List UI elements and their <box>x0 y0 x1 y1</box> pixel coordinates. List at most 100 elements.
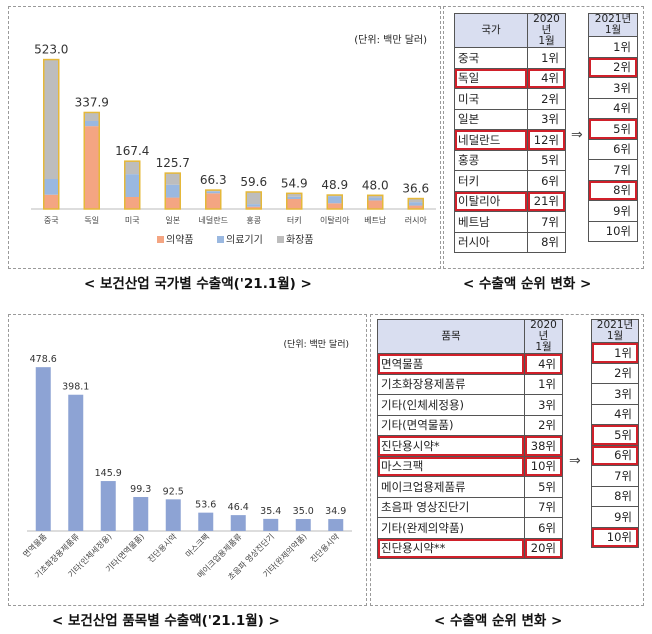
bar-value-label: 35.0 <box>293 506 314 517</box>
x-tick-label: 중국 <box>44 216 59 225</box>
row-name: 일본 <box>454 108 528 130</box>
row-name: 메이크업용제품류 <box>377 476 525 498</box>
bar <box>198 512 214 531</box>
rank-2020: 5위 <box>524 476 563 498</box>
table-row: 기초화장용제품류 1위 <box>377 373 563 395</box>
bar-outline <box>367 194 384 210</box>
bar-segment <box>286 196 302 199</box>
x-tick-label: 네덜란드 <box>199 215 228 225</box>
bar-segment <box>165 184 181 198</box>
legend: 의약품 의료기기 화장품 <box>157 234 314 246</box>
table-row: 10위 <box>591 526 639 548</box>
country-ranking-caption: < 수출액 순위 변화 > <box>463 276 592 292</box>
table-row: 러시아 8위 <box>454 231 566 253</box>
bar-segment <box>124 197 140 209</box>
rank-2020: 10위 <box>524 455 563 477</box>
bar <box>165 499 181 531</box>
bar-value-label: 46.4 <box>228 502 249 513</box>
item-chart-caption: < 보건산업 품목별 수출액('21.1월) > <box>52 613 280 629</box>
bar-segment <box>286 193 302 197</box>
rank-2020: 2위 <box>524 414 563 436</box>
x-tick-label: 홍콩 <box>246 215 261 225</box>
x-tick-label: 독일 <box>84 216 99 225</box>
rank-2020: 21위 <box>527 190 566 212</box>
rank-2020: 4위 <box>527 67 566 89</box>
bar-value-label: 167.4 <box>115 144 149 158</box>
rank-2020: 8위 <box>527 231 566 253</box>
table-row: 터키 6위 <box>454 170 566 192</box>
table-row: 네덜란드 12위 <box>454 129 566 151</box>
bar-segment <box>327 203 343 209</box>
table-row: 독일 4위 <box>454 67 566 89</box>
bar <box>263 518 279 531</box>
legend-label: 화장품 <box>286 234 314 246</box>
bar-segment <box>205 191 221 194</box>
rank-2020: 7위 <box>524 496 563 518</box>
bar-segment <box>327 196 343 204</box>
bar-segment <box>165 173 181 185</box>
row-name: 기타(인체세정용) <box>377 394 525 416</box>
table-row: 8위 <box>588 179 638 201</box>
bar-segment <box>367 200 383 209</box>
bar-value-label: 66.3 <box>200 173 227 187</box>
rank-2021: 3위 <box>588 77 638 99</box>
table-row: 진단용시약** 20위 <box>377 537 563 559</box>
row-name: 마스크팩 <box>377 455 525 477</box>
rank-2021: 9위 <box>591 506 639 528</box>
bar-segment <box>367 197 383 201</box>
bar-segment <box>84 112 100 121</box>
x-tick-label: 미국 <box>125 216 140 225</box>
col-header-2020: 2020년 1월 <box>524 319 563 354</box>
rank-2020: 6위 <box>524 517 563 539</box>
bar-segment <box>43 179 59 195</box>
rank-2021: 3위 <box>591 383 639 405</box>
table-row: 4위 <box>591 403 639 425</box>
table-row: 9위 <box>588 200 638 222</box>
bar-segment <box>367 195 383 198</box>
bar-value-label: 35.4 <box>260 506 281 517</box>
table-row: 4위 <box>588 97 638 119</box>
bar-value-label: 523.0 <box>34 43 68 57</box>
table-row: 초음파 영상진단기 7위 <box>377 496 563 518</box>
rank-2020: 1위 <box>527 47 566 69</box>
bar-outline <box>164 172 181 210</box>
row-name: 홍콩 <box>454 149 528 171</box>
bar-segment <box>43 59 59 180</box>
rank-2021: 1위 <box>588 36 638 58</box>
item-ranking-panel: 품목 2020년 1월 면역물품 4위 기초화장용제품류 1위 기타(인체세정용) 3위 기… <box>370 314 644 606</box>
bar-segment <box>124 161 140 175</box>
row-name: 기타(면역물품) <box>377 414 525 436</box>
rank-2021: 10위 <box>591 526 639 548</box>
row-name: 터키 <box>454 170 528 192</box>
rank-2021: 8위 <box>591 485 639 507</box>
row-name: 기타(완제의약품) <box>377 517 525 539</box>
unit-label: (단위: 백만 달러) <box>354 33 427 46</box>
table-row: 1위 <box>591 342 639 364</box>
country-chart-panel: (단위: 백만 달러) 523.0 중국 337.9 독일 167.4 미국 125.7 일본 6… <box>8 6 441 269</box>
x-tick-label: 베트남 <box>364 216 387 225</box>
row-name: 초음파 영상진단기 <box>377 496 525 518</box>
table-row: 홍콩 5위 <box>454 149 566 171</box>
bar <box>35 367 51 531</box>
table-row: 중국 1위 <box>454 47 566 69</box>
table-row: 8위 <box>591 485 639 507</box>
country-ranking-panel: 국가 2020년 1월 중국 1위 독일 4위 미국 2위 일본 3위 네덜란드 12위 홍콩 5위 터… <box>443 6 644 269</box>
row-name: 면역물품 <box>377 353 525 375</box>
rank-2020: 7위 <box>527 211 566 233</box>
x-tick-label: 일본 <box>165 216 180 225</box>
bar-segment <box>286 199 302 209</box>
bar-value-label: 34.9 <box>325 506 346 517</box>
table-row: 3위 <box>591 383 639 405</box>
rank-2021: 5위 <box>588 118 638 140</box>
item-ranking-caption: < 수출액 순위 변화 > <box>434 613 563 629</box>
rank-2020: 3위 <box>527 108 566 130</box>
bar-segment <box>165 197 181 209</box>
bar-outline <box>205 189 222 210</box>
x-tick-label: 이탈리아 <box>320 215 350 225</box>
bar-segment <box>246 191 262 205</box>
bar <box>100 481 116 531</box>
bar-value-label: 54.9 <box>281 176 308 190</box>
bar-outline <box>83 111 100 210</box>
bar <box>230 515 246 531</box>
